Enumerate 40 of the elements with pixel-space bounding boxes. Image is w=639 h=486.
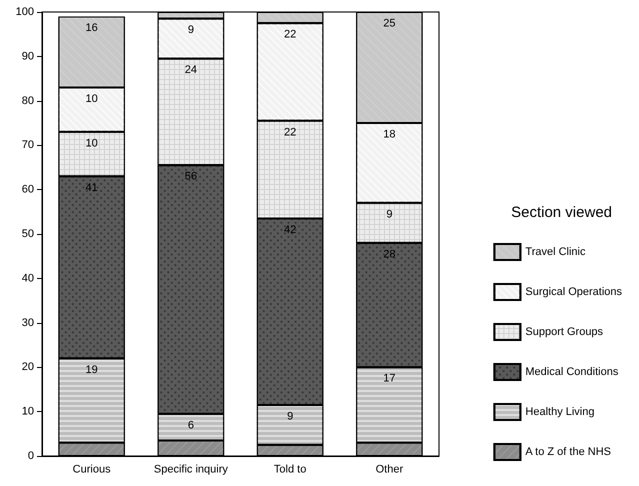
x-tick-label: Curious — [72, 464, 112, 476]
data-label: 42 — [284, 224, 296, 236]
data-label: 22 — [284, 126, 296, 138]
data-label: 6 — [188, 419, 194, 432]
legend-label: Travel Clinic — [525, 246, 586, 258]
data-label: 56 — [184, 170, 197, 183]
data-label: 24 — [184, 64, 197, 76]
x-tick-label: Specific inquiry — [154, 464, 228, 476]
data-label: 19 — [86, 364, 98, 376]
y-tick-label: 50 — [22, 228, 34, 240]
data-label: 10 — [86, 92, 98, 105]
y-tick-label: 40 — [22, 272, 34, 284]
data-label: 17 — [383, 372, 396, 385]
legend-label: A to Z of the NHS — [525, 446, 611, 458]
data-label: 16 — [86, 22, 98, 34]
data-label: 9 — [386, 208, 392, 220]
y-tick-label: 80 — [22, 94, 34, 107]
legend-title: Section viewed — [511, 204, 612, 221]
y-tick-label: 60 — [22, 184, 34, 196]
y-tick-label: 90 — [22, 50, 34, 62]
data-label: 9 — [287, 410, 294, 422]
legend-label: Healthy Living — [525, 406, 594, 418]
y-tick-label: 30 — [22, 316, 34, 329]
data-label: 10 — [86, 137, 98, 150]
y-tick-label: 10 — [22, 406, 34, 418]
x-tick-label: Told to — [274, 464, 306, 476]
data-label: 9 — [188, 24, 194, 36]
x-tick-label: Other — [376, 464, 404, 476]
legend-label: Support Groups — [525, 326, 604, 338]
legend-label: Surgical Operations — [525, 286, 622, 298]
data-label: 25 — [383, 18, 396, 30]
legend-label: Medical Conditions — [525, 366, 619, 378]
data-label: 28 — [383, 248, 396, 260]
y-tick-label: 100 — [16, 6, 34, 18]
y-tick-label: 0 — [28, 450, 34, 462]
y-tick-label: 70 — [22, 139, 34, 152]
data-label: 18 — [383, 128, 396, 140]
data-label: 22 — [284, 28, 296, 41]
y-tick-label: 20 — [22, 361, 34, 374]
data-label: 41 — [86, 182, 98, 194]
